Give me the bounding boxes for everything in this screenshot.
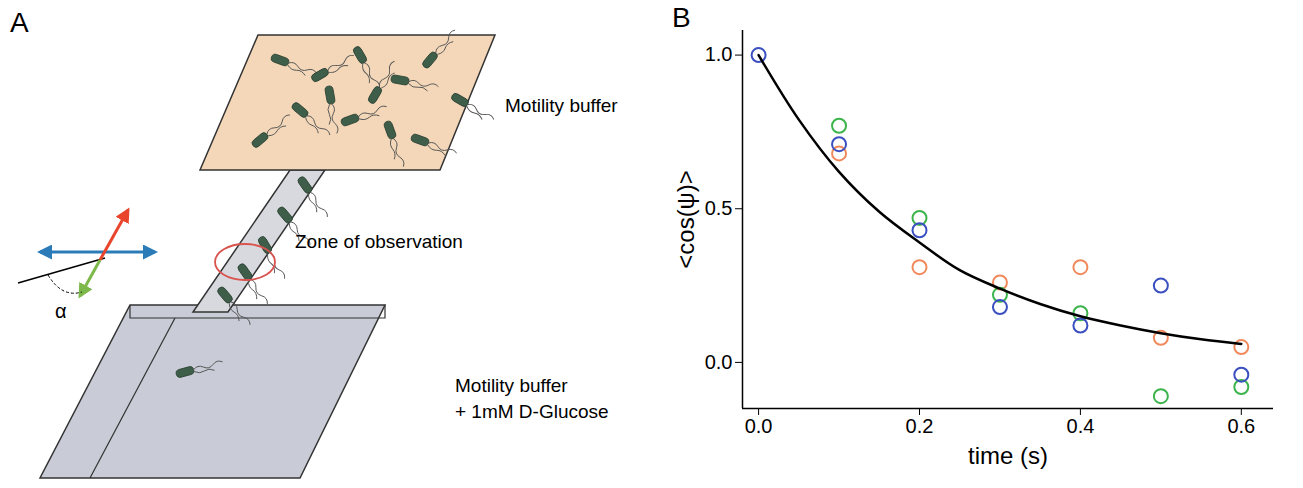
svg-text:Zone of observation: Zone of observation (295, 231, 463, 252)
svg-text:Motility buffer: Motility buffer (455, 375, 568, 396)
svg-text:0.4: 0.4 (1067, 415, 1095, 437)
svg-text:0.0: 0.0 (745, 415, 773, 437)
svg-text:1.0: 1.0 (705, 43, 733, 65)
svg-text:time (s): time (s) (968, 442, 1048, 469)
svg-text:A: A (10, 7, 29, 38)
svg-text:0.6: 0.6 (1227, 415, 1255, 437)
svg-text:0.5: 0.5 (705, 197, 733, 219)
html-text:B: B (672, 2, 691, 33)
svg-text:0.0: 0.0 (705, 351, 733, 373)
svg-text:Motility buffer: Motility buffer (505, 95, 618, 116)
svg-text:<cos(ψ)>: <cos(ψ)> (672, 170, 699, 268)
svg-text:α: α (55, 300, 67, 322)
svg-text:0.2: 0.2 (906, 415, 934, 437)
svg-text:+ 1mM D-Glucose: + 1mM D-Glucose (455, 401, 609, 422)
